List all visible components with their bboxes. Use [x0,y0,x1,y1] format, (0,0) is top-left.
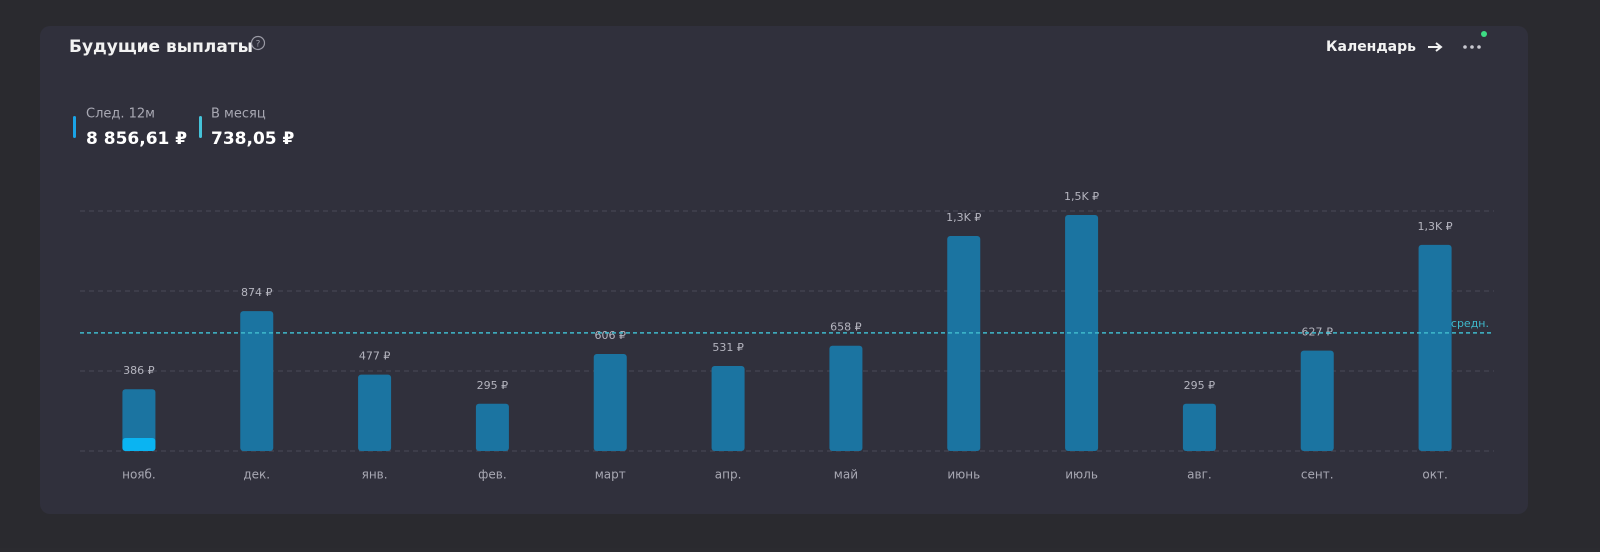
data-label: 477 ₽ [359,350,391,363]
x-tick-label: сент. [1301,468,1334,482]
x-tick-label: июль [1065,468,1098,482]
data-label: 1,3K ₽ [1417,220,1452,233]
bar [711,366,745,451]
x-tick-label: апр. [715,468,742,482]
bar [122,389,156,451]
bar [358,374,392,451]
calendar-link[interactable]: Календарь [1326,39,1416,55]
x-tick-label: авг. [1187,468,1212,482]
summary-marker [199,116,202,138]
data-label: 1,5K ₽ [1064,190,1099,203]
summary-marker [73,116,76,138]
card-title: Будущие выплаты [69,37,253,57]
menu-icon[interactable] [1463,45,1481,49]
data-label: 606 ₽ [595,329,627,342]
bar [1300,350,1334,451]
bar [1182,403,1216,451]
card [40,26,1528,514]
help-icon[interactable] [250,35,266,51]
x-tick-label: нояб. [122,468,156,482]
x-tick-label: май [834,468,858,482]
bar [1418,244,1452,451]
arrow-icon [1428,42,1443,52]
summary-label: След. 12м [86,107,155,122]
help-icon-glyph: ? [256,40,261,50]
summary-label: В месяц [211,107,266,122]
data-label: 1,3K ₽ [946,211,981,224]
bar [475,403,509,451]
data-label: 658 ₽ [830,321,862,334]
bar [122,438,156,451]
x-tick-label: янв. [362,468,388,482]
x-tick-label: окт. [1422,468,1447,482]
bar [947,235,981,451]
summary-value: 738,05 ₽ [211,129,295,149]
data-label: 295 ₽ [1184,379,1216,392]
bar [240,311,274,451]
average-label: средн. [1451,317,1489,330]
data-label: 627 ₽ [1302,326,1334,339]
data-label: 874 ₽ [241,286,273,299]
status-dot [1481,31,1487,37]
x-tick-label: март [595,468,626,482]
data-label: 295 ₽ [477,379,509,392]
bar [829,345,863,451]
x-tick-label: июнь [947,468,980,482]
summary-value: 8 856,61 ₽ [86,129,187,149]
bar [593,354,627,451]
x-tick-label: дек. [243,468,270,482]
data-label: 386 ₽ [123,364,155,377]
data-label: 531 ₽ [712,341,744,354]
x-tick-label: фев. [478,468,507,482]
